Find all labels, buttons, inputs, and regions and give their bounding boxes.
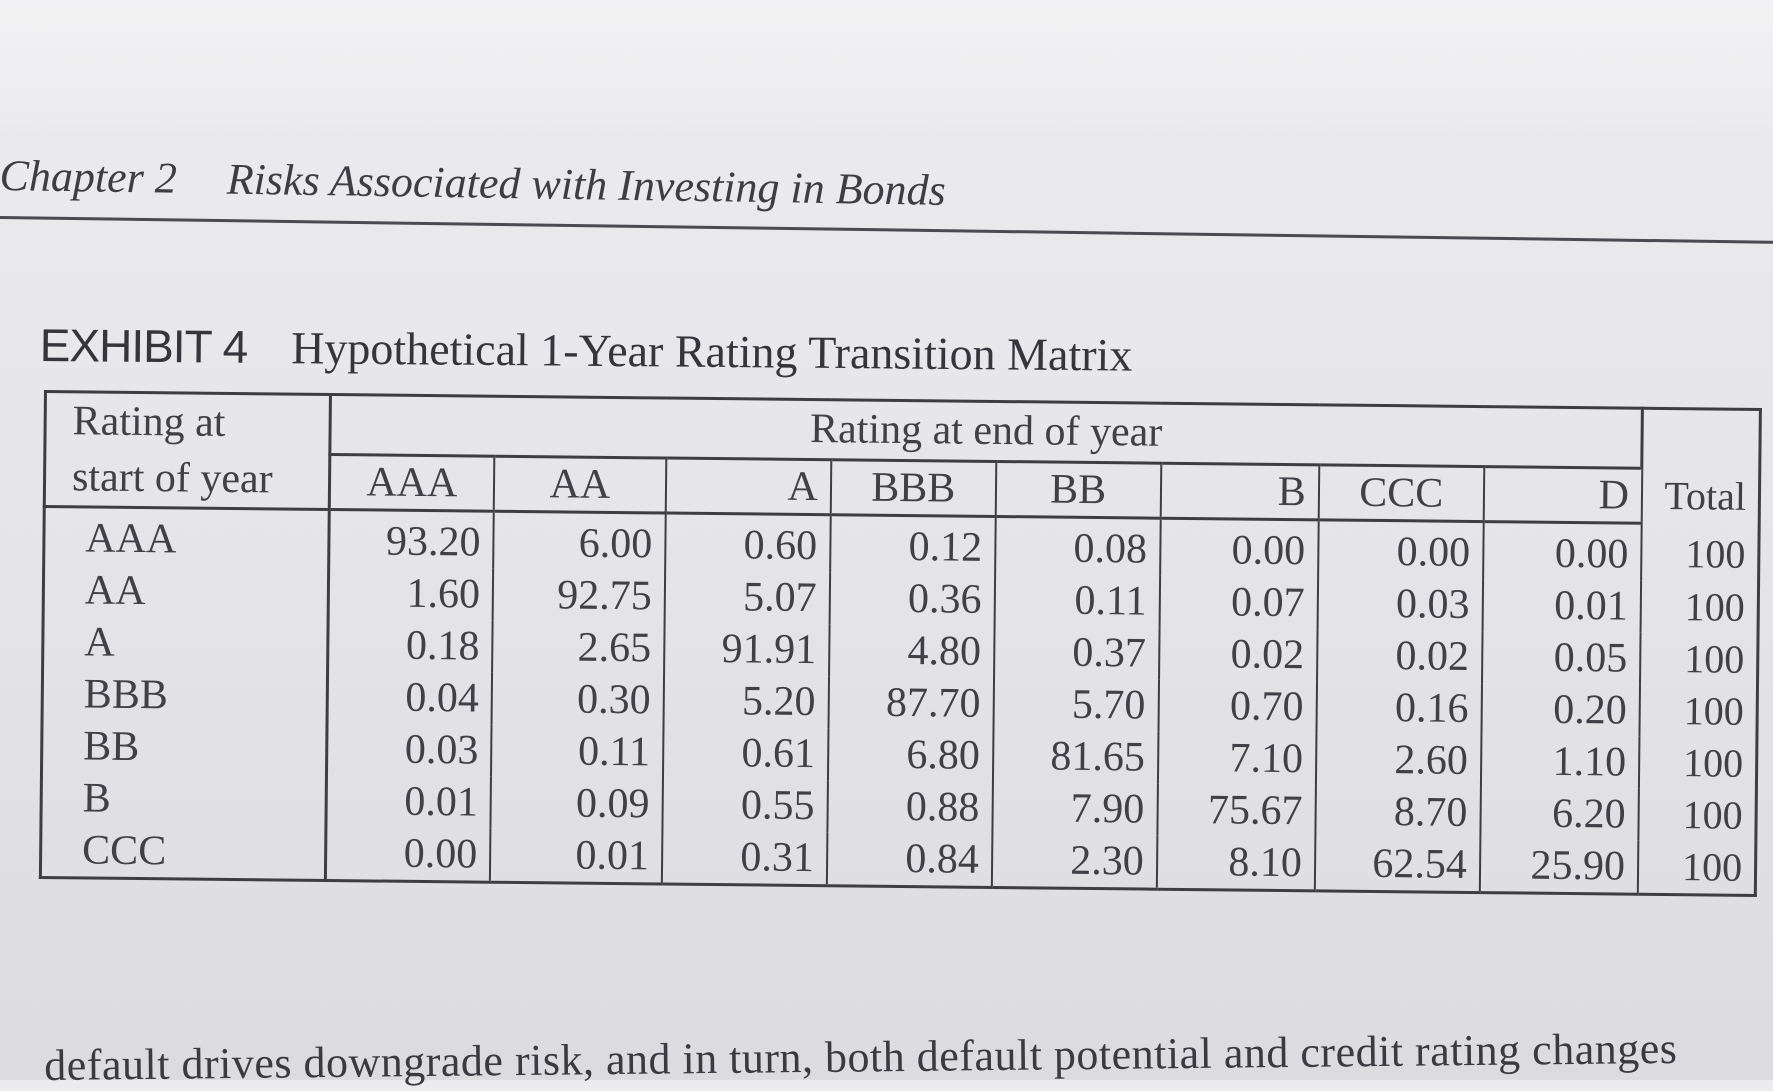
table-cell: 0.55	[662, 778, 828, 833]
table-cell: 0.12	[829, 514, 996, 574]
exhibit-title: Hypothetical 1-Year Rating Transition Ma…	[290, 322, 1133, 381]
row-label: A	[42, 616, 328, 671]
table-cell: 0.18	[327, 618, 493, 673]
table-cell: 0.20	[1481, 683, 1640, 737]
table-cell: 0.16	[1316, 681, 1482, 736]
table-cell: 25.90	[1479, 839, 1639, 895]
table-cell: 2.30	[991, 833, 1158, 890]
table-cell: 0.08	[994, 516, 1161, 576]
row-total: 100	[1639, 632, 1759, 686]
column-header: D	[1483, 466, 1643, 524]
table-cell: 0.02	[1316, 629, 1483, 684]
screen-glare	[0, 0, 1773, 140]
column-header: A	[665, 457, 832, 515]
table-cell: 0.07	[1159, 575, 1318, 630]
table-cell: 0.88	[827, 780, 993, 834]
table-cell: 0.01	[1482, 579, 1642, 633]
table-cell: 0.04	[326, 670, 493, 725]
row-total: 100	[1640, 580, 1759, 634]
table-cell: 5.07	[664, 570, 830, 625]
transition-matrix-table: Rating at start of year Rating at end of…	[39, 390, 1762, 897]
row-label: B	[40, 771, 327, 827]
column-header: AAA	[328, 454, 495, 512]
body-text-line: default drives downgrade risk, and in tu…	[44, 1023, 1678, 1090]
chapter-label: Chapter 2	[0, 150, 178, 203]
table-cell: 91.91	[663, 622, 830, 677]
running-head: Chapter 2 Risks Associated with Investing…	[0, 150, 946, 216]
table-cell: 1.10	[1480, 735, 1640, 789]
table-cell: 1.60	[327, 566, 494, 621]
table-cell: 2.60	[1315, 733, 1482, 788]
corner-label-line1: Rating at	[72, 398, 226, 446]
table-cell: 8.70	[1315, 785, 1481, 840]
table-cell: 0.01	[489, 828, 663, 884]
row-label: AAA	[43, 506, 329, 567]
table-cell: 0.70	[1158, 679, 1317, 734]
column-header: AA	[493, 455, 667, 514]
total-header: Total	[1641, 408, 1761, 525]
table-cell: 0.03	[326, 722, 492, 777]
exhibit-caption: EXHIBIT 4 Hypothetical 1-Year Rating Tran…	[40, 318, 1133, 382]
table-cell: 2.65	[492, 620, 665, 675]
exhibit-number: EXHIBIT 4	[39, 318, 248, 373]
row-label: AA	[43, 564, 329, 619]
table-cell: 0.31	[661, 830, 828, 886]
table-cell: 0.11	[491, 724, 664, 779]
table-cell: 87.70	[828, 676, 994, 730]
table-cell: 0.36	[829, 572, 995, 626]
table-cell: 0.30	[491, 672, 664, 727]
table-cell: 7.10	[1157, 731, 1317, 786]
table-cell: 0.00	[1159, 518, 1319, 578]
corner-label-line2: start of year	[71, 454, 273, 503]
table-cell: 0.01	[325, 774, 492, 829]
table-cell: 7.90	[992, 781, 1158, 836]
table-cell: 0.37	[993, 625, 1160, 680]
table-cell: 8.10	[1156, 835, 1316, 891]
row-total: 100	[1638, 788, 1757, 842]
table-cell: 5.20	[663, 674, 829, 729]
running-head-rule	[0, 216, 1773, 244]
table-cell: 0.09	[490, 776, 663, 831]
table-cell: 0.11	[994, 573, 1160, 628]
corner-header: Rating at start of year	[44, 391, 331, 510]
table-cell: 75.67	[1157, 783, 1316, 838]
transition-matrix: Rating at start of year Rating at end of…	[39, 390, 1762, 897]
table-cell: 0.60	[664, 513, 831, 573]
row-label: BBB	[42, 668, 328, 723]
column-header: BB	[995, 460, 1161, 519]
table-cell: 0.61	[662, 726, 829, 781]
column-header: B	[1160, 462, 1320, 520]
row-total: 100	[1639, 684, 1758, 738]
table-cell: 81.65	[992, 729, 1159, 784]
row-total: 100	[1641, 523, 1760, 582]
table-cell: 5.70	[993, 677, 1159, 732]
table-cell: 0.02	[1158, 627, 1318, 682]
table-cell: 0.00	[325, 826, 491, 883]
row-label: CCC	[40, 823, 326, 881]
column-header: CCC	[1318, 464, 1485, 522]
table-cell: 62.54	[1314, 837, 1481, 893]
column-header: BBB	[830, 459, 997, 517]
table-cell: 0.00	[1317, 519, 1484, 580]
row-total: 100	[1638, 736, 1757, 790]
table-cell: 6.00	[493, 511, 666, 571]
row-label: BB	[41, 719, 327, 775]
table-cell: 6.20	[1480, 787, 1639, 841]
table-cell: 0.03	[1317, 577, 1483, 632]
table-cell: 6.80	[827, 728, 994, 782]
table-cell: 0.05	[1481, 631, 1641, 685]
chapter-title: Risks Associated with Investing in Bonds	[226, 154, 947, 215]
table-cell: 0.84	[826, 832, 993, 888]
table-cell: 0.00	[1482, 521, 1642, 581]
row-total: 100	[1637, 840, 1756, 896]
table-cell: 93.20	[328, 509, 494, 569]
table-cell: 92.75	[492, 568, 665, 623]
table-cell: 4.80	[828, 624, 995, 678]
